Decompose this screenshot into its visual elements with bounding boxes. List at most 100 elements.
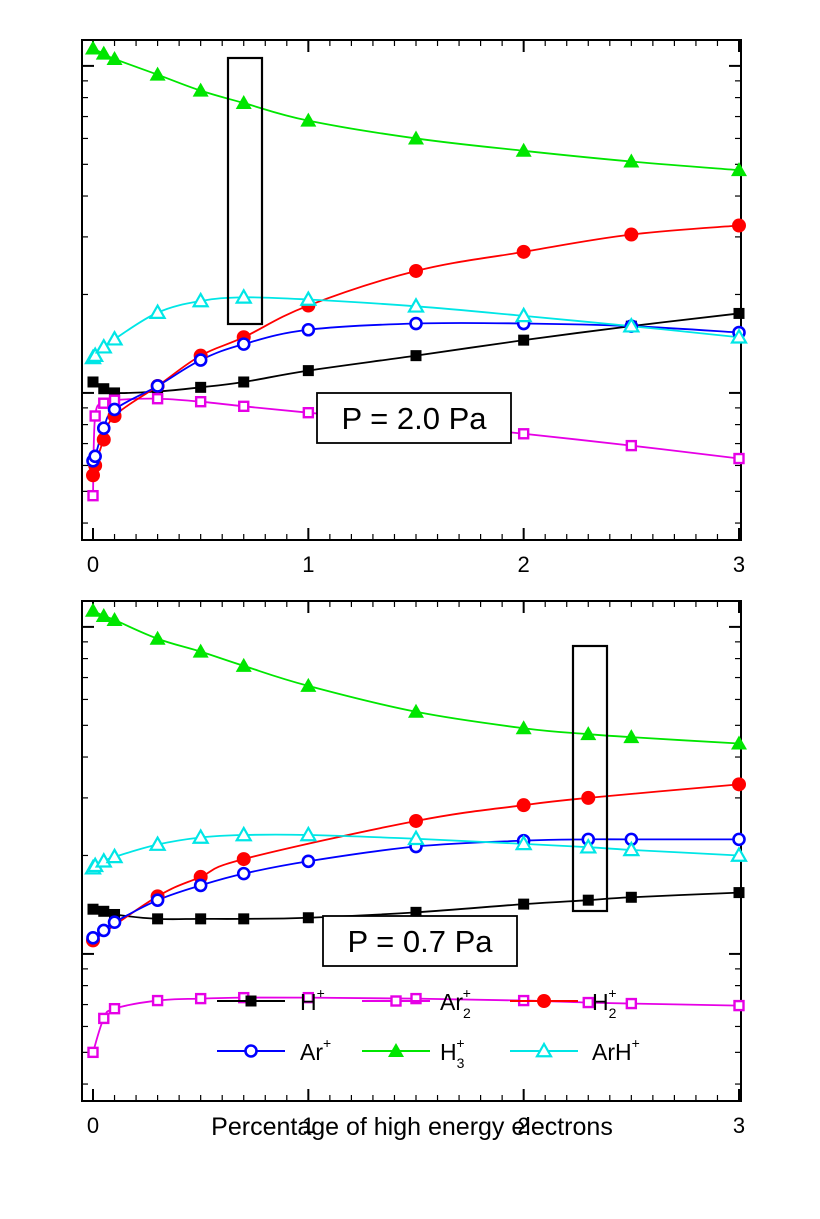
y-axis-ticks — [82, 64, 741, 524]
x-tick-label: 3 — [733, 1113, 745, 1138]
legend-marker — [537, 994, 551, 1008]
legend-item-6: ArH+ — [510, 1035, 640, 1065]
data-point — [731, 162, 747, 177]
data-point — [732, 218, 746, 233]
legend-label: Ar2+ — [440, 985, 471, 1021]
data-point — [516, 798, 531, 813]
data-point — [733, 887, 745, 899]
data-point — [579, 837, 598, 854]
data-point — [410, 350, 422, 362]
data-point — [235, 657, 252, 672]
data-point — [148, 835, 167, 851]
chart-panel-1: 0 1 2 3 P = 2.0 Pa — [81, 39, 748, 577]
x-tick-label: 2 — [518, 552, 530, 577]
legend-label: Ar+ — [300, 1035, 331, 1065]
data-point — [408, 130, 424, 145]
pressure-label: P = 0.7 Pa — [347, 924, 493, 959]
data-point — [238, 400, 250, 413]
data-point — [580, 726, 597, 741]
data-point — [87, 903, 99, 915]
data-point — [98, 383, 110, 395]
data-point — [195, 381, 207, 393]
data-point — [85, 602, 101, 617]
data-point — [235, 95, 252, 110]
data-point — [238, 913, 250, 925]
data-point — [514, 834, 533, 851]
data-point — [625, 891, 637, 903]
data-point — [515, 142, 532, 157]
x-tick-label: 3 — [733, 552, 745, 577]
data-point — [410, 906, 422, 918]
legend-label: H2+ — [592, 985, 617, 1021]
data-point — [94, 852, 113, 868]
legend-marker — [245, 995, 257, 1007]
data-point — [88, 449, 102, 464]
pressure-label-box — [322, 915, 518, 967]
data-point — [733, 452, 745, 465]
data-point — [409, 316, 423, 331]
plot-frame — [81, 39, 742, 541]
legend-marker — [244, 1044, 258, 1058]
data-point — [109, 908, 121, 920]
data-point — [301, 322, 316, 337]
data-point — [622, 316, 641, 333]
data-point — [302, 912, 314, 924]
data-point — [409, 813, 423, 828]
data-point — [730, 846, 748, 862]
data-point — [107, 915, 122, 930]
series-markers-5 — [85, 40, 747, 177]
data-point — [623, 729, 640, 744]
highlight-box — [571, 644, 609, 913]
legend-marker — [390, 995, 402, 1007]
data-point — [195, 913, 207, 925]
data-point — [300, 677, 317, 692]
data-point — [194, 992, 207, 1005]
data-point — [624, 227, 639, 242]
data-point — [518, 334, 530, 346]
highlight-box — [226, 56, 264, 326]
data-point — [86, 346, 105, 363]
data-point — [106, 50, 123, 65]
legend-item-1: H+ — [217, 985, 325, 1015]
data-point — [192, 82, 209, 97]
legend-label: H+ — [300, 985, 325, 1015]
data-point — [516, 244, 531, 259]
x-tick-label: 1 — [302, 1113, 314, 1138]
data-point — [150, 379, 165, 393]
data-point — [581, 790, 596, 805]
data-point — [622, 840, 641, 857]
pressure-label: P = 2.0 Pa — [341, 401, 487, 436]
data-point — [302, 991, 315, 1004]
data-point — [95, 607, 112, 622]
data-point — [302, 406, 315, 419]
data-point — [623, 153, 640, 168]
x-axis-ticks: 0 1 2 3 — [87, 601, 745, 1138]
data-point — [86, 931, 100, 945]
x-tick-label: 0 — [87, 1113, 99, 1138]
x-tick-label: 0 — [87, 552, 99, 577]
data-point — [151, 393, 164, 405]
data-point — [234, 825, 253, 842]
data-point — [238, 376, 250, 388]
series-markers-1 — [87, 887, 745, 925]
data-point — [94, 337, 113, 354]
data-point — [191, 828, 210, 844]
data-point — [410, 992, 422, 1005]
data-point — [193, 878, 208, 893]
data-point — [193, 353, 208, 367]
data-point — [733, 307, 745, 319]
legend-marker — [535, 1041, 553, 1058]
data-point — [89, 410, 101, 422]
data-point — [236, 866, 251, 881]
legend-label: ArH+ — [592, 1035, 640, 1065]
data-point — [152, 913, 164, 925]
data-point — [148, 303, 167, 319]
x-tick-label: 2 — [518, 1113, 530, 1138]
data-point — [409, 263, 423, 278]
series-markers-2 — [87, 393, 745, 502]
data-point — [98, 1012, 110, 1025]
data-point — [518, 898, 530, 910]
data-point — [582, 894, 594, 906]
series-markers-5 — [85, 602, 747, 750]
series-markers-6 — [84, 825, 748, 875]
